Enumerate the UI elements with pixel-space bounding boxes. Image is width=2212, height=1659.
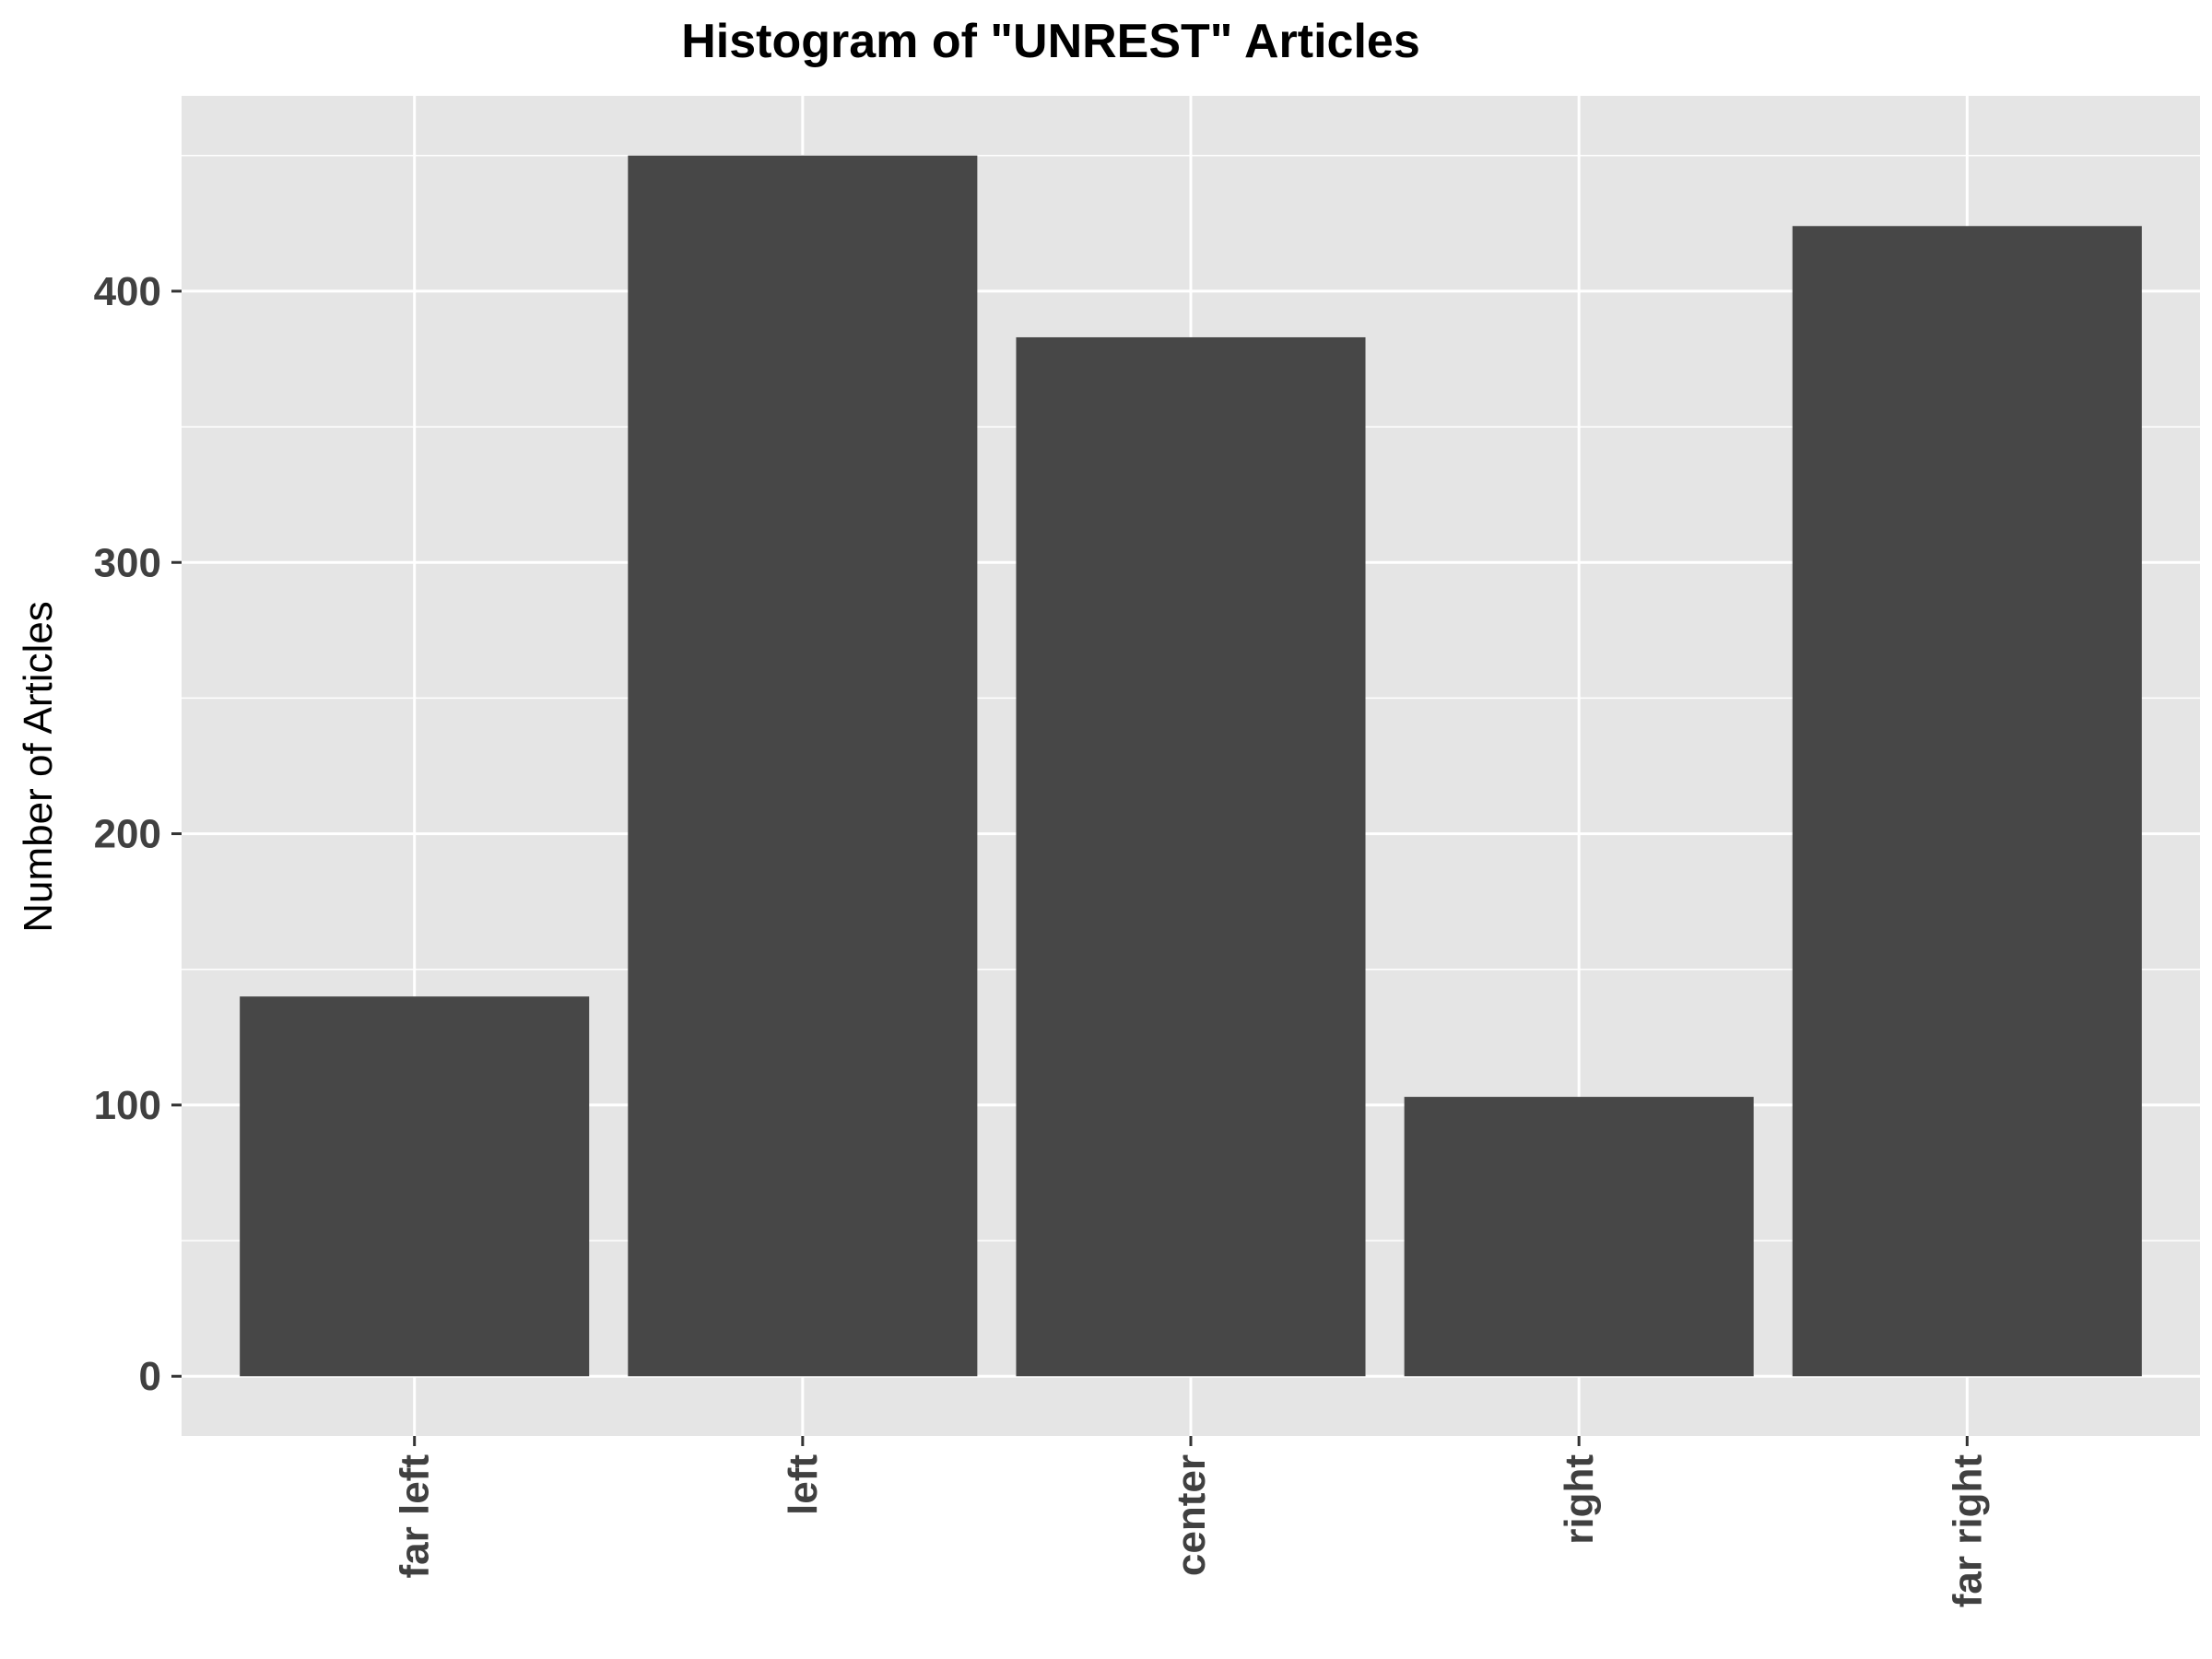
x-tick-label: far right bbox=[1945, 1454, 1990, 1608]
bars-layer bbox=[240, 155, 2142, 1377]
x-tick-label: right bbox=[1557, 1454, 1602, 1545]
y-tick-labels: 0 100 200 300 400 bbox=[94, 269, 161, 1399]
y-tick-label: 200 bbox=[94, 812, 161, 857]
bar-center bbox=[1016, 336, 1366, 1377]
x-tick-label: center bbox=[1169, 1454, 1214, 1576]
y-tick-label: 0 bbox=[139, 1354, 161, 1399]
x-tick-labels: far left left center right far right bbox=[393, 1454, 1991, 1608]
bar-far-right bbox=[1792, 226, 2142, 1377]
y-tick-label: 400 bbox=[94, 269, 161, 314]
axis-ticks bbox=[171, 289, 1969, 1446]
x-tick-label: far left bbox=[393, 1454, 438, 1579]
x-tick-label: left bbox=[781, 1454, 826, 1515]
chart-title: Histogram of "UNREST" Articles bbox=[681, 15, 1420, 68]
y-tick-label: 300 bbox=[94, 540, 161, 585]
bar-left bbox=[628, 155, 978, 1377]
bar-right bbox=[1404, 1097, 1754, 1377]
y-tick-label: 100 bbox=[94, 1083, 161, 1128]
bar-far-left bbox=[240, 996, 590, 1377]
y-axis-label: Number of Articles bbox=[16, 601, 61, 932]
